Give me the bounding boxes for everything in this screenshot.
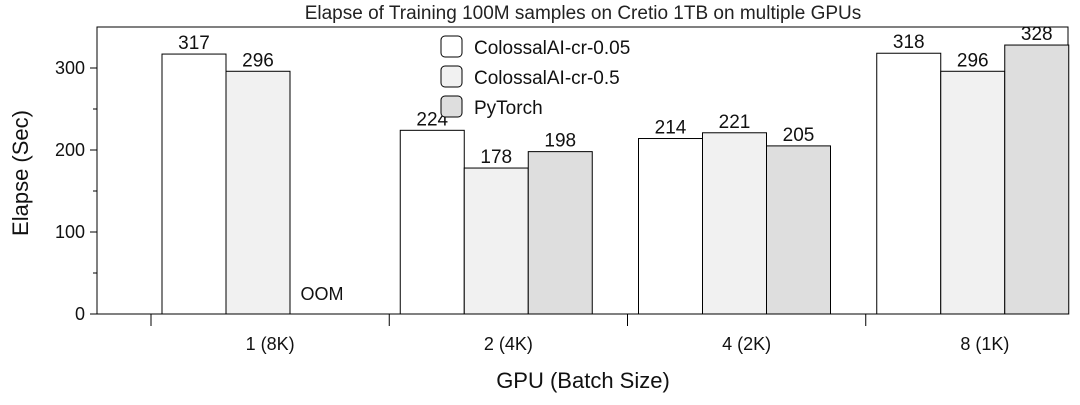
bar bbox=[1004, 44, 1070, 315]
x-category-label: 2 (4K) bbox=[484, 334, 533, 354]
legend-swatch bbox=[440, 95, 463, 118]
y-tick-label: 100 bbox=[55, 222, 85, 242]
plot-area: 0 100 200 300 1 (8K) 317 296 OOM 2 (4K) 224 178 198… bbox=[55, 24, 1070, 354]
y-tick-label: 0 bbox=[75, 304, 85, 324]
bar bbox=[225, 70, 291, 315]
bar bbox=[638, 138, 703, 315]
legend: ColossalAI-cr-0.05 ColossalAI-cr-0.5 PyTor… bbox=[440, 35, 630, 119]
data-label: 221 bbox=[719, 112, 751, 133]
data-label: 205 bbox=[783, 125, 815, 146]
x-category-label: 1 (8K) bbox=[246, 334, 295, 354]
data-label: 317 bbox=[178, 33, 210, 54]
data-label: 224 bbox=[416, 109, 448, 130]
bar bbox=[399, 129, 465, 315]
legend-entry: ColossalAI-cr-0.5 bbox=[474, 68, 620, 89]
bar bbox=[940, 70, 1006, 315]
legend-entry: ColossalAI-cr-0.05 bbox=[474, 38, 630, 59]
data-label: 198 bbox=[544, 131, 576, 152]
y-axis-label: Elapse (Sec) bbox=[8, 110, 33, 236]
bar bbox=[876, 52, 942, 315]
missing-label: OOM bbox=[301, 284, 344, 304]
y-tick-label: 300 bbox=[55, 58, 85, 78]
data-label: 178 bbox=[480, 147, 512, 168]
bar bbox=[463, 167, 529, 315]
x-category-label: 8 (1K) bbox=[960, 334, 1009, 354]
data-label: 296 bbox=[957, 50, 989, 71]
data-label: 318 bbox=[893, 32, 925, 53]
bar bbox=[766, 145, 831, 315]
x-axis-label: GPU (Batch Size) bbox=[496, 368, 670, 393]
x-category-label: 4 (2K) bbox=[722, 334, 771, 354]
data-label: 214 bbox=[655, 118, 687, 139]
chart-title: Elapse of Training 100M samples on Creti… bbox=[305, 3, 862, 24]
data-label: 328 bbox=[1021, 24, 1053, 45]
data-label: 296 bbox=[242, 50, 274, 71]
y-tick-label: 200 bbox=[55, 140, 85, 160]
legend-swatch bbox=[440, 35, 463, 58]
legend-entry: PyTorch bbox=[474, 98, 543, 119]
bar bbox=[161, 53, 227, 315]
legend-swatch bbox=[440, 65, 463, 88]
bar bbox=[527, 151, 593, 315]
bar bbox=[702, 132, 767, 315]
